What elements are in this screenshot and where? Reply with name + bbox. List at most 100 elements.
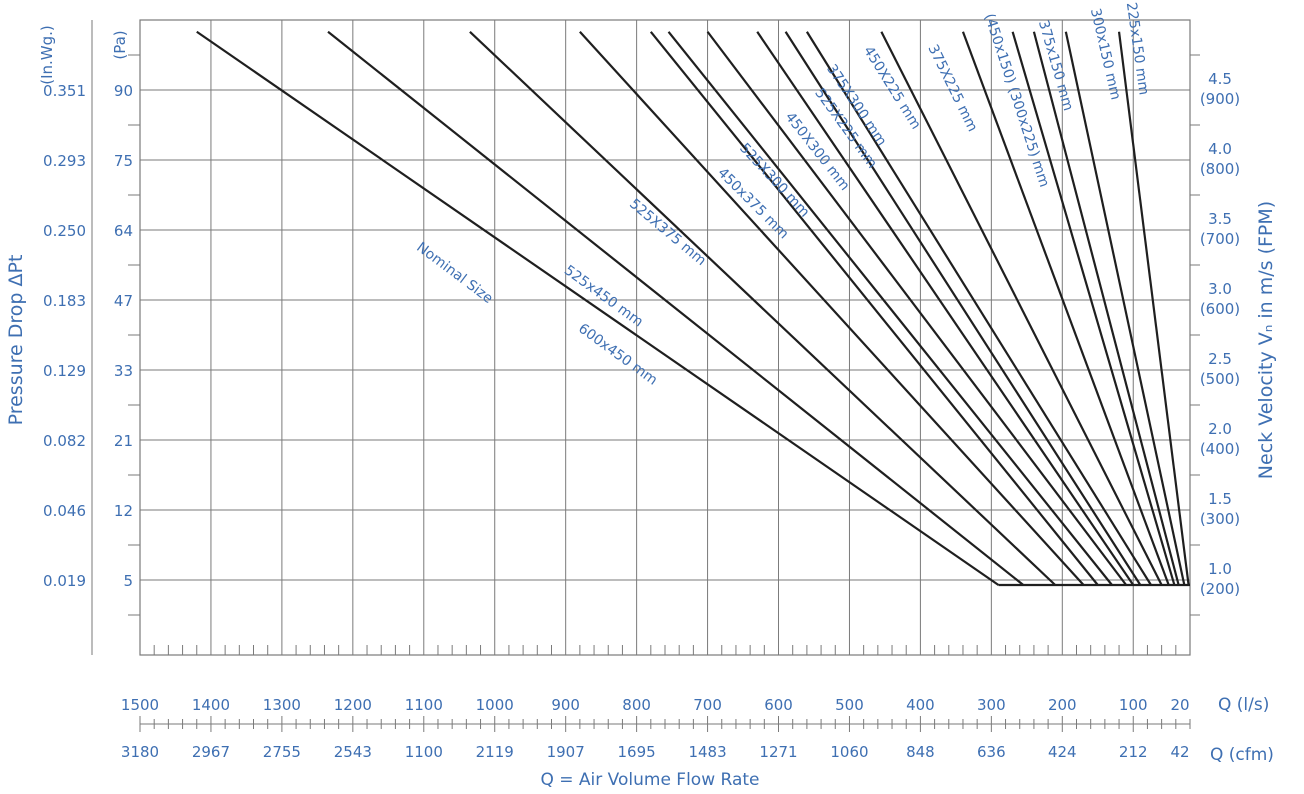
x-tick-cfm: 1100 (405, 743, 443, 761)
x-tick-ls: 200 (1048, 696, 1077, 714)
y-unit-inwg: (In.Wg.) (38, 25, 56, 85)
y2-tick-ms: 4.0 (1208, 140, 1232, 158)
x-tick-ls: 1300 (263, 696, 301, 714)
series-line-4 (579, 31, 1085, 586)
x-tick-ls: 20 (1170, 696, 1189, 714)
x-tick-cfm: 2755 (263, 743, 301, 761)
y2-tick-fpm: (400) (1200, 440, 1240, 458)
x-tick-ls: 600 (764, 696, 793, 714)
y2-tick-ms: 4.5 (1208, 70, 1232, 88)
series-line-6 (667, 31, 1113, 586)
y-tick-inwg: 0.351 (43, 82, 86, 100)
y-tick-pa: 5 (123, 572, 133, 590)
y2-tick-fpm: (700) (1200, 230, 1240, 248)
series-line-11 (880, 31, 1163, 586)
y-tick-inwg: 0.082 (43, 432, 86, 450)
series-annotation-1: Nominal Size (413, 239, 495, 307)
series-annotation-3: 525x450 mm (561, 262, 646, 330)
y-tick-pa: 64 (114, 222, 133, 240)
series-line-16 (1117, 31, 1190, 586)
x-tick-cfm: 2967 (192, 743, 230, 761)
y-axis-labels: 0.351 90 0.293 75 0.250 64 0.183 47 0.129 33 0.082… (43, 82, 133, 590)
y-tick-pa: 47 (114, 292, 133, 310)
x-tick-cfm: 424 (1048, 743, 1077, 761)
y2-tick-fpm: (500) (1200, 370, 1240, 388)
series-annotation-2: 600x450 mm (575, 321, 660, 389)
x-tick-ls: 700 (693, 696, 722, 714)
x-tick-cfm: 212 (1119, 743, 1148, 761)
y-tick-inwg: 0.183 (43, 292, 86, 310)
y-unit-pa: (Pa) (111, 30, 129, 59)
y2-tick-ms: 3.0 (1208, 280, 1232, 298)
series-line-14 (1032, 31, 1180, 586)
plot-frame (139, 19, 1191, 656)
y-tick-pa: 90 (114, 82, 133, 100)
series-line-2 (327, 30, 1024, 586)
y2-tick-ms: 1.5 (1208, 490, 1232, 508)
x-axis-title: Q = Air Volume Flow Rate (541, 770, 760, 790)
y2-tick-ms: 1.0 (1208, 560, 1232, 578)
y2-axis-labels: 4.5 (900) 4.0 (800) 3.5 (700) 3.0 (600) 2.5 (500)… (1200, 70, 1240, 598)
x-tick-cfm: 848 (906, 743, 935, 761)
x-tick-ls: 500 (835, 696, 864, 714)
x-tick-ls: 1200 (334, 696, 372, 714)
x-tick-ls: 1000 (476, 696, 514, 714)
x-tick-ls: 1500 (121, 696, 159, 714)
x-tick-cfm: 636 (977, 743, 1006, 761)
y-tick-inwg: 0.046 (43, 502, 86, 520)
series-line-9 (784, 31, 1142, 586)
y-tick-inwg: 0.019 (43, 572, 86, 590)
x-tick-cfm: 2543 (334, 743, 372, 761)
y-tick-pa: 12 (114, 502, 133, 520)
x-tick-ls: 100 (1119, 696, 1148, 714)
y-tick-pa: 75 (114, 152, 133, 170)
x-tick-cfm: 2119 (476, 743, 514, 761)
x-tick-cfm: 1060 (830, 743, 868, 761)
x-tick-cfm: 1695 (618, 743, 656, 761)
y2-tick-fpm: (600) (1200, 300, 1240, 318)
y2-tick-ms: 3.5 (1208, 210, 1232, 228)
y2-tick-ms: 2.5 (1208, 350, 1232, 368)
x-tick-ls: 400 (906, 696, 935, 714)
x-unit-cfm: Q (cfm) (1210, 745, 1274, 765)
x-tick-ls: 900 (551, 696, 580, 714)
y2-tick-fpm: (300) (1200, 510, 1240, 528)
x-axis-labels: 1500 1400 1300 1200 1100 1000 900 800 700 600 500 4… (121, 696, 1190, 761)
x-tick-cfm: 1907 (547, 743, 585, 761)
x-tick-cfm: 1271 (759, 743, 797, 761)
x-tick-ls: 1400 (192, 696, 230, 714)
y-tick-inwg: 0.129 (43, 362, 86, 380)
x-tick-cfm: 42 (1170, 743, 1189, 761)
x-tick-cfm: 3180 (121, 743, 159, 761)
series-annotation-4: 525X375 mm (626, 196, 709, 269)
y2-tick-fpm: (200) (1200, 580, 1240, 598)
y2-tick-fpm: (800) (1200, 160, 1240, 178)
series-line-12 (961, 31, 1170, 586)
x-tick-cfm: 1483 (688, 743, 726, 761)
x-tick-ls: 800 (622, 696, 651, 714)
y-tick-pa: 33 (114, 362, 133, 380)
series-line-10 (805, 31, 1152, 586)
series-line-8 (756, 31, 1135, 586)
series-annotation-13: 375x150 mm (1035, 18, 1076, 112)
y-axis-title: Pressure Drop ΔPt (5, 255, 27, 426)
series-line-7 (706, 31, 1128, 586)
y-tick-pa: 21 (114, 432, 133, 450)
x-unit-ls: Q (l/s) (1218, 695, 1269, 715)
series-line-3 (469, 30, 1056, 586)
series-annotation-15: 225x150 mm (1123, 1, 1152, 96)
y-tick-inwg: 0.293 (43, 152, 86, 170)
series-annotation-14: 300x150 mm (1087, 7, 1124, 102)
y2-tick-fpm: (900) (1200, 90, 1240, 108)
y2-tick-ms: 2.0 (1208, 420, 1232, 438)
series-line-13 (1011, 31, 1176, 586)
series-line-5 (649, 31, 1099, 586)
grid (91, 19, 1200, 732)
y-tick-inwg: 0.250 (43, 222, 86, 240)
series-line-1 (196, 30, 1000, 586)
x-tick-ls: 300 (977, 696, 1006, 714)
y2-axis-title: Neck Velocity Vₙ in m/s (FPM) (1255, 201, 1277, 479)
series-line-15 (1064, 31, 1186, 586)
series-lines (196, 30, 1190, 587)
